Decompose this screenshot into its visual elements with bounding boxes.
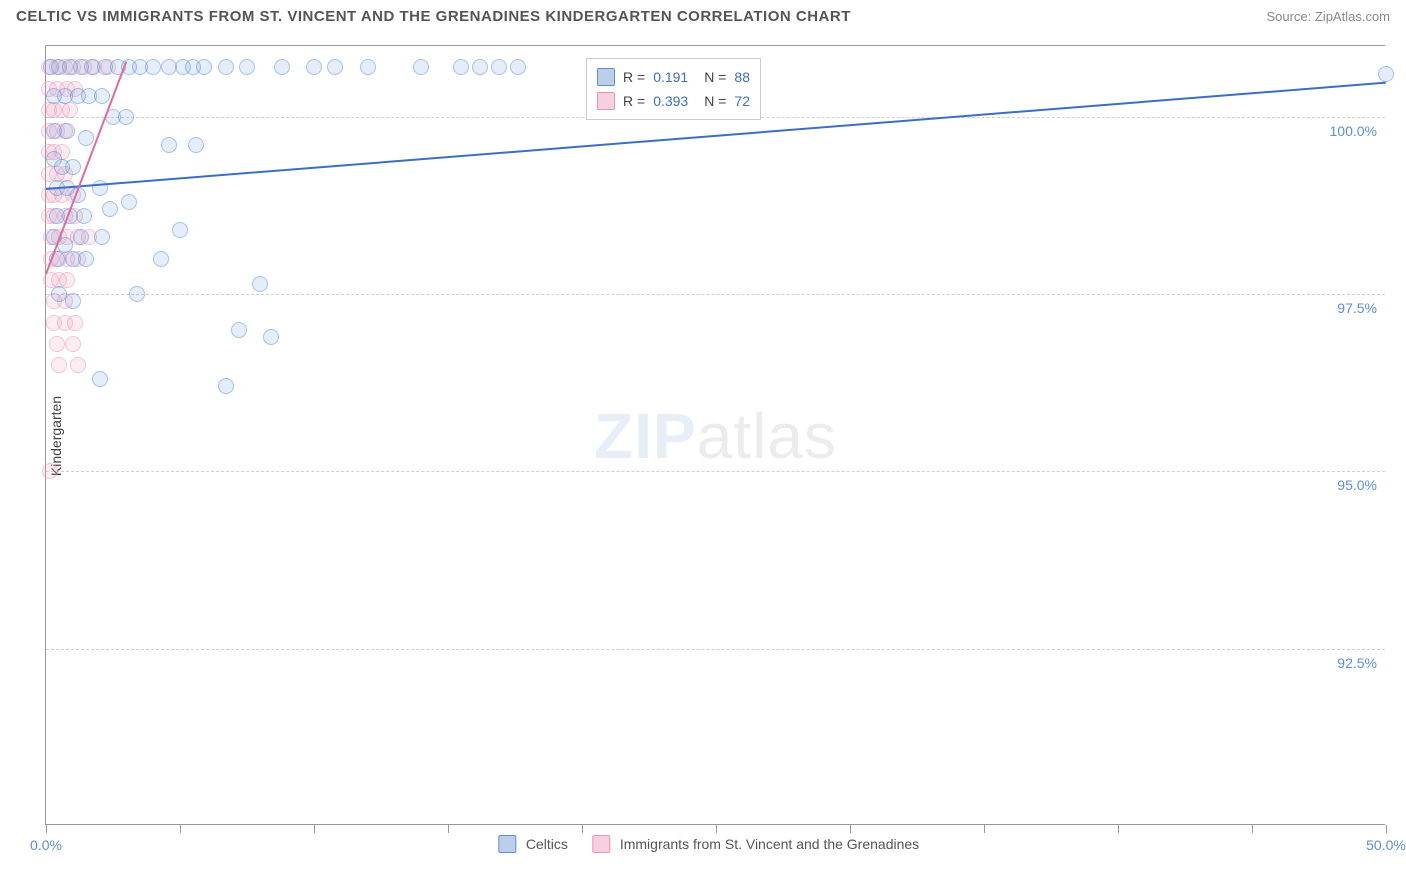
n-label: N = — [704, 69, 726, 85]
data-point — [51, 357, 67, 373]
data-point — [360, 59, 376, 75]
data-point — [76, 208, 92, 224]
data-point — [70, 357, 86, 373]
data-point — [327, 59, 343, 75]
plot-area: Kindergarten 100.0%97.5%95.0%92.5%0.0%50… — [45, 45, 1385, 825]
r-label: R = — [623, 93, 645, 109]
x-tick — [314, 825, 315, 833]
data-point — [129, 286, 145, 302]
y-tick-label: 92.5% — [1337, 655, 1377, 671]
legend-swatch — [498, 835, 516, 853]
data-point — [274, 59, 290, 75]
x-tick — [46, 825, 47, 833]
n-label: N = — [704, 93, 726, 109]
data-point — [218, 59, 234, 75]
data-point — [65, 293, 81, 309]
data-point — [102, 201, 118, 217]
data-point — [153, 251, 169, 267]
chart-source: Source: ZipAtlas.com — [1266, 9, 1390, 24]
data-point — [65, 159, 81, 175]
data-point — [121, 194, 137, 210]
n-value: 88 — [734, 69, 750, 85]
data-point — [472, 59, 488, 75]
x-tick — [582, 825, 583, 833]
x-tick — [1118, 825, 1119, 833]
y-tick-label: 97.5% — [1337, 300, 1377, 316]
chart-header: CELTIC VS IMMIGRANTS FROM ST. VINCENT AN… — [0, 0, 1406, 33]
data-point — [239, 59, 255, 75]
stats-legend-row: R = 0.191 N = 88 — [597, 65, 750, 89]
data-point — [65, 336, 81, 352]
data-point — [188, 137, 204, 153]
data-point — [78, 130, 94, 146]
data-point — [94, 229, 110, 245]
x-tick — [716, 825, 717, 833]
data-point — [42, 463, 58, 479]
data-point — [92, 371, 108, 387]
gridline — [46, 649, 1385, 650]
r-label: R = — [623, 69, 645, 85]
gridline — [46, 294, 1385, 295]
legend-label: Celtics — [526, 836, 568, 852]
n-value: 72 — [734, 93, 750, 109]
x-tick — [1386, 825, 1387, 833]
y-tick-label: 100.0% — [1330, 123, 1377, 139]
data-point — [78, 251, 94, 267]
data-point — [491, 59, 507, 75]
data-point — [196, 59, 212, 75]
data-point — [161, 137, 177, 153]
stats-legend: R = 0.191 N = 88 R = 0.393 N = 72 — [586, 58, 761, 120]
legend-label: Immigrants from St. Vincent and the Gren… — [620, 836, 919, 852]
legend-swatch — [592, 835, 610, 853]
legend-swatch — [597, 68, 615, 86]
stats-legend-row: R = 0.393 N = 72 — [597, 89, 750, 113]
chart-title: CELTIC VS IMMIGRANTS FROM ST. VINCENT AN… — [16, 8, 851, 25]
legend-swatch — [597, 92, 615, 110]
x-tick — [448, 825, 449, 833]
data-point — [49, 336, 65, 352]
plot-canvas: 100.0%97.5%95.0%92.5%0.0%50.0% — [46, 46, 1385, 825]
data-point — [231, 322, 247, 338]
data-point — [453, 59, 469, 75]
data-point — [413, 59, 429, 75]
data-point — [62, 102, 78, 118]
data-point — [263, 329, 279, 345]
data-point — [67, 315, 83, 331]
data-point — [510, 59, 526, 75]
data-point — [94, 88, 110, 104]
x-tick — [984, 825, 985, 833]
data-point — [252, 276, 268, 292]
data-point — [92, 180, 108, 196]
data-point — [1378, 66, 1394, 82]
data-point — [59, 123, 75, 139]
data-point — [172, 222, 188, 238]
r-value: 0.393 — [653, 93, 688, 109]
x-tick-label: 50.0% — [1366, 837, 1406, 853]
data-point — [145, 59, 161, 75]
data-point — [306, 59, 322, 75]
series-legend: Celtics Immigrants from St. Vincent and t… — [498, 835, 933, 853]
x-tick — [850, 825, 851, 833]
data-point — [73, 229, 89, 245]
y-tick-label: 95.0% — [1337, 477, 1377, 493]
x-tick-label: 0.0% — [30, 837, 62, 853]
x-tick — [180, 825, 181, 833]
data-point — [218, 378, 234, 394]
data-point — [118, 109, 134, 125]
x-tick — [1252, 825, 1253, 833]
gridline — [46, 471, 1385, 472]
r-value: 0.191 — [653, 69, 688, 85]
